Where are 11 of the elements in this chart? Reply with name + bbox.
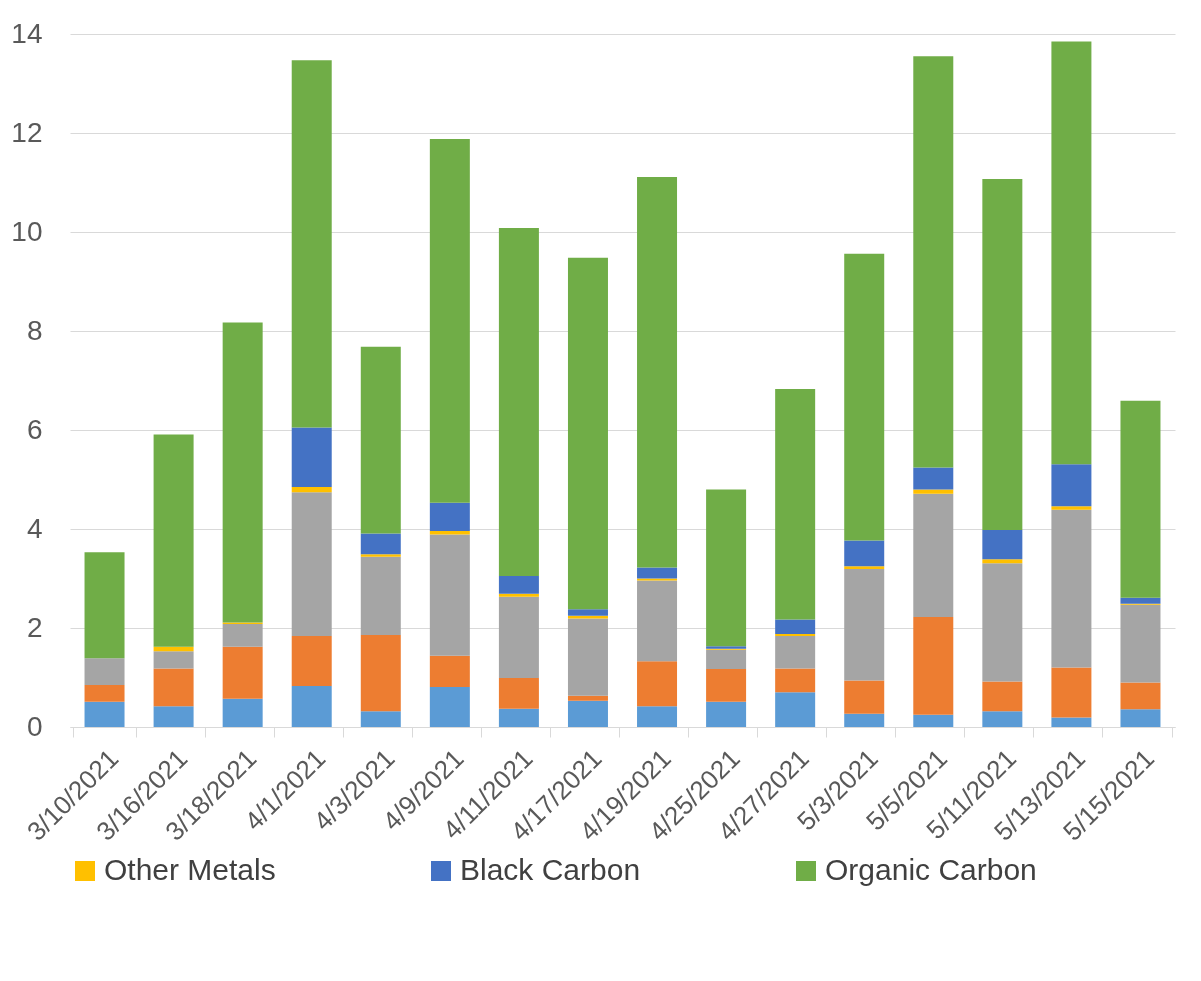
legend-label: Black Carbon bbox=[460, 853, 641, 886]
y-tick-label: 12 bbox=[11, 116, 43, 148]
y-tick-label: 8 bbox=[26, 314, 43, 346]
legend-label: Organic Carbon bbox=[825, 853, 1037, 886]
y-tick-label: 10 bbox=[11, 215, 43, 247]
legend-label: Other Metals bbox=[104, 853, 276, 886]
y-tick-label: 2 bbox=[26, 611, 43, 643]
y-tick-label: 14 bbox=[11, 17, 43, 49]
y-tick-label: 6 bbox=[26, 413, 43, 445]
y-tick-label: 4 bbox=[26, 512, 43, 544]
y-tick-label: 0 bbox=[26, 710, 43, 742]
